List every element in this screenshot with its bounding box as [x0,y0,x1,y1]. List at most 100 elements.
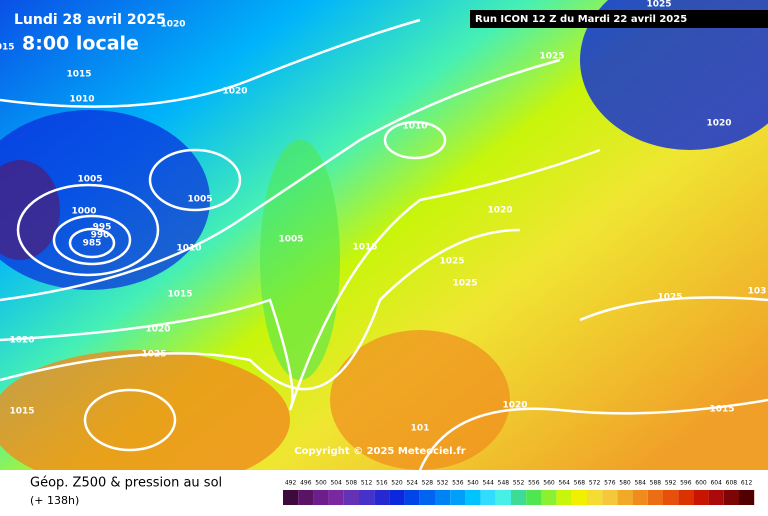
scale-swatch [587,490,603,505]
high-area [0,350,290,490]
scale-swatch [450,490,466,505]
scale-label: 612 [741,480,753,487]
scale-swatch [632,490,648,505]
isobar-label: 1025 [539,52,564,62]
isobar-label: 1015 [352,243,377,253]
isobar-label: 1025 [646,0,671,10]
isobar-label: 1025 [439,257,464,267]
scale-label: 556 [528,480,540,487]
isobar-label: 1000 [71,207,96,217]
scale-swatch [617,490,633,505]
isobar-label: 1020 [487,206,512,216]
scale-label: 516 [376,480,388,487]
scale-label: 564 [558,480,570,487]
scale-label: 596 [680,480,692,487]
scale-swatch [404,490,420,505]
scale-label: 604 [710,480,722,487]
scale-swatch [495,490,511,505]
scale-swatch [647,490,663,505]
scale-label: 504 [330,480,342,487]
isobar-label: 1025 [657,293,682,303]
isobar-label: 1015 [66,70,91,80]
scale-label: 560 [543,480,555,487]
high-area [330,330,510,470]
scale-swatch [328,490,344,505]
scale-swatch [541,490,557,505]
scale-swatch [693,490,709,505]
scale-label: 552 [513,480,525,487]
isobar-label: 1005 [77,175,102,185]
scale-label: 508 [346,480,358,487]
scale-swatch [663,490,679,505]
scale-swatch [389,490,405,505]
scale-swatch [708,490,724,505]
scale-label: 536 [452,480,464,487]
low-area [0,110,210,290]
scale-swatch [571,490,587,505]
isobar-label: 1015 [167,290,192,300]
scale-label: 584 [634,480,646,487]
isobar-label: 1005 [187,195,212,205]
scale-label: 528 [422,480,434,487]
scale-label: 548 [498,480,510,487]
isobar-label: 1020 [160,20,185,30]
scale-label: 524 [406,480,418,487]
low-core [0,160,60,260]
scale-label: 512 [361,480,373,487]
isobar-label: 1025 [452,279,477,289]
low-area [580,0,768,150]
scale-swatch [419,490,435,505]
scale-swatch [723,490,739,505]
scale-label: 500 [315,480,327,487]
scale-label: 532 [437,480,449,487]
scale-swatch [678,490,694,505]
isobar-label: 1020 [706,119,731,129]
isobar-label: 1020 [145,325,170,335]
isobar-label: 1020 [502,401,527,411]
isobar-label: 1010 [69,95,94,105]
isobar-label: 1015 [709,405,734,415]
scale-swatch [480,490,496,505]
scale-swatch [343,490,359,505]
date: Lundi 28 avril 2025 [14,12,166,28]
isobar-label: 1010 [402,122,427,132]
isobar-label: 1020 [222,87,247,97]
scale-swatch [313,490,329,505]
scale-swatch [556,490,572,505]
isobar-label: 1015 [0,43,15,53]
scale-label: 600 [695,480,707,487]
scale-swatch [739,490,755,505]
scale-swatch [374,490,390,505]
isobar-label: 1025 [141,350,166,360]
scale-swatch [511,490,527,505]
scale-label: 492 [285,480,297,487]
isobar-label: 990 [91,231,110,241]
scale-label: 568 [574,480,586,487]
isobar-label: 1015 [9,407,34,417]
isobar-label: 101 [411,424,430,434]
legend-range: (+ 138h) [30,494,79,507]
isobar-label: 1020 [9,336,34,346]
run-info: Run ICON 12 Z du Mardi 22 avril 2025 [475,14,687,25]
scale-label: 520 [391,480,403,487]
scale-swatch [283,490,299,505]
scale-label: 540 [467,480,479,487]
scale-label: 592 [665,480,677,487]
scale-swatch [435,490,451,505]
isobars [0,18,768,471]
scale-label: 580 [619,480,631,487]
copyright: Copyright © 2025 Meteociel.fr [294,446,465,457]
scale-swatch [298,490,314,505]
scale-label: 544 [482,480,494,487]
scale-swatch [526,490,542,505]
run-box [470,10,768,28]
scale-swatch [359,490,375,505]
isobar-label: 103 [748,287,767,297]
scale-label: 572 [589,480,601,487]
time: 8:00 locale [22,33,139,55]
scale-swatch [465,490,481,505]
legend-title: Géop. Z500 & pression au sol [30,476,222,491]
scale-swatch [602,490,618,505]
